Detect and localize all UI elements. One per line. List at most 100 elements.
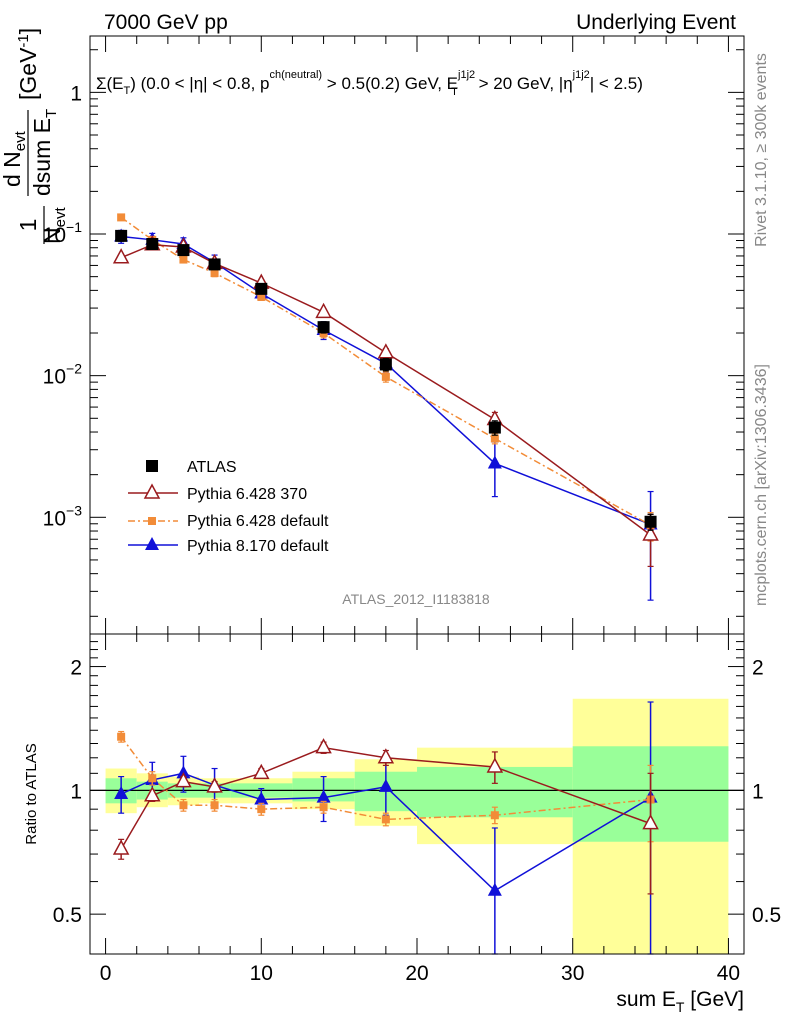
ratio-xtick-label: 30	[561, 962, 584, 985]
title-sup-j: j1j2	[457, 69, 475, 81]
legend-marker-p8-default	[145, 537, 159, 550]
data-point	[487, 455, 502, 469]
data-point	[176, 765, 191, 779]
data-point	[377, 343, 395, 359]
ratio-frame	[89, 633, 745, 955]
ylabel-unit: [GeV-1]	[15, 28, 41, 100]
data-point	[316, 789, 331, 803]
data-point	[210, 269, 219, 278]
data-point	[379, 358, 392, 371]
title-sup-j2: j1j2	[572, 69, 590, 81]
legend-label-p6-370: Pythia 6.428 370	[187, 486, 307, 503]
data-point	[148, 774, 157, 783]
ylabel-dsum: dsum ET	[29, 109, 60, 196]
ratio-series-layer	[112, 701, 659, 955]
data-point	[315, 302, 332, 319]
data-point	[254, 791, 269, 805]
data-point	[488, 421, 501, 434]
data-point	[117, 732, 126, 741]
legend-label-p6-default: Pythia 6.428 default	[187, 513, 329, 530]
title-mid2: > 0.5(0.2) GeV, E	[322, 74, 458, 93]
data-point	[486, 757, 504, 773]
ylabel-dn: d Nevt	[0, 130, 29, 187]
data-point	[487, 882, 502, 896]
header-left: 7000 GeV pp	[104, 11, 228, 34]
data-point	[179, 255, 188, 264]
ratio-ytick-label-right: 2	[752, 657, 764, 680]
main-axis-ticks: 1 10−1 10−2 10−3	[43, 36, 744, 634]
ratio-xtick-label: 20	[405, 962, 428, 985]
series-pythia-6-428-370	[112, 738, 659, 895]
data-point	[257, 292, 266, 301]
legend-marker-p6-370	[143, 483, 161, 499]
data-point	[146, 238, 159, 251]
data-point	[255, 282, 268, 295]
rivet-label: Rivet 3.1.10, ≥ 300k events	[753, 53, 770, 247]
data-point	[253, 763, 270, 780]
ratio-ytick-label-right: 1	[752, 780, 764, 803]
data-point	[490, 811, 499, 820]
ratio-bands	[105, 698, 729, 954]
data-point	[490, 434, 499, 443]
ratio-ytick-label: 2	[70, 657, 82, 680]
header-right: Underlying Event	[576, 11, 736, 34]
data-point	[175, 772, 192, 788]
data-point	[317, 321, 330, 334]
title-sub-t2: T	[451, 86, 458, 98]
data-point	[642, 525, 659, 541]
series-atlas	[115, 229, 657, 531]
data-point	[381, 815, 390, 824]
legend-marker-p6-default	[148, 517, 156, 525]
legend-label-atlas: ATLAS	[187, 459, 237, 476]
data-point	[117, 213, 126, 222]
data-point	[642, 814, 659, 830]
ratio-ylabel: Ratio to ATLAS	[23, 743, 40, 844]
data-point	[206, 777, 223, 793]
data-point	[378, 778, 393, 792]
ratio-ytick-label: 0.5	[53, 904, 82, 927]
data-point	[377, 748, 395, 764]
title-sub-t: T	[124, 85, 131, 97]
data-point	[644, 515, 657, 528]
data-point	[257, 805, 266, 814]
main-ytick-label: 10−2	[43, 361, 83, 389]
ratio-ytick-label-right: 0.5	[752, 904, 781, 927]
data-point	[177, 244, 190, 257]
data-point	[381, 372, 390, 381]
title-end: | < 2.5)	[590, 74, 643, 93]
data-point	[144, 786, 161, 802]
data-point	[315, 738, 332, 754]
mcplots-label: mcplots.cern.ch [arXiv:1306.3436]	[753, 364, 770, 606]
title-sigma: Σ(E	[96, 74, 124, 93]
data-point	[179, 801, 188, 810]
data-point	[208, 258, 221, 271]
main-ylabel: 1 Nevt d Nevt dsum ET [GeV-1]	[0, 28, 69, 244]
ylabel-denominator: Nevt	[39, 207, 69, 244]
title-sup-ch: ch(neutral)	[270, 69, 323, 81]
ratio-xtick-label: 0	[100, 962, 112, 985]
data-point	[112, 248, 130, 264]
data-point	[114, 785, 129, 799]
main-series-layer	[112, 213, 659, 601]
main-ytick-label: 1	[70, 82, 82, 105]
data-point	[115, 229, 128, 242]
ratio-ytick-label: 1	[70, 780, 82, 803]
data-point	[112, 839, 130, 855]
data-point	[210, 801, 219, 810]
plot-title: Σ(ET) (0.0 < |η| < 0.8, pch(neutral) > 0…	[96, 69, 643, 98]
data-point	[319, 803, 328, 812]
title-mid3: > 20 GeV, |η	[474, 74, 573, 93]
ratio-xtick-label: 40	[717, 962, 740, 985]
x-axis-label: sum ET [GeV]	[616, 988, 744, 1015]
legend-marker-atlas	[146, 460, 158, 472]
analysis-label: ATLAS_2012_I1183818	[342, 591, 490, 607]
title-mid1: ) (0.0 < |η| < 0.8, p	[130, 74, 269, 93]
ratio-xtick-label: 10	[250, 962, 273, 985]
main-ytick-label: 10−1	[43, 219, 83, 247]
legend: ATLAS Pythia 6.428 370 Pythia 6.428 defa…	[128, 459, 329, 555]
main-ytick-label: 10−3	[43, 502, 83, 530]
legend-label-p8-default: Pythia 8.170 default	[187, 538, 329, 555]
ylabel-one: 1	[15, 219, 41, 232]
ratio-axis-ticks: 0.5 0.51 12 20 10 20 30 40	[53, 633, 781, 985]
